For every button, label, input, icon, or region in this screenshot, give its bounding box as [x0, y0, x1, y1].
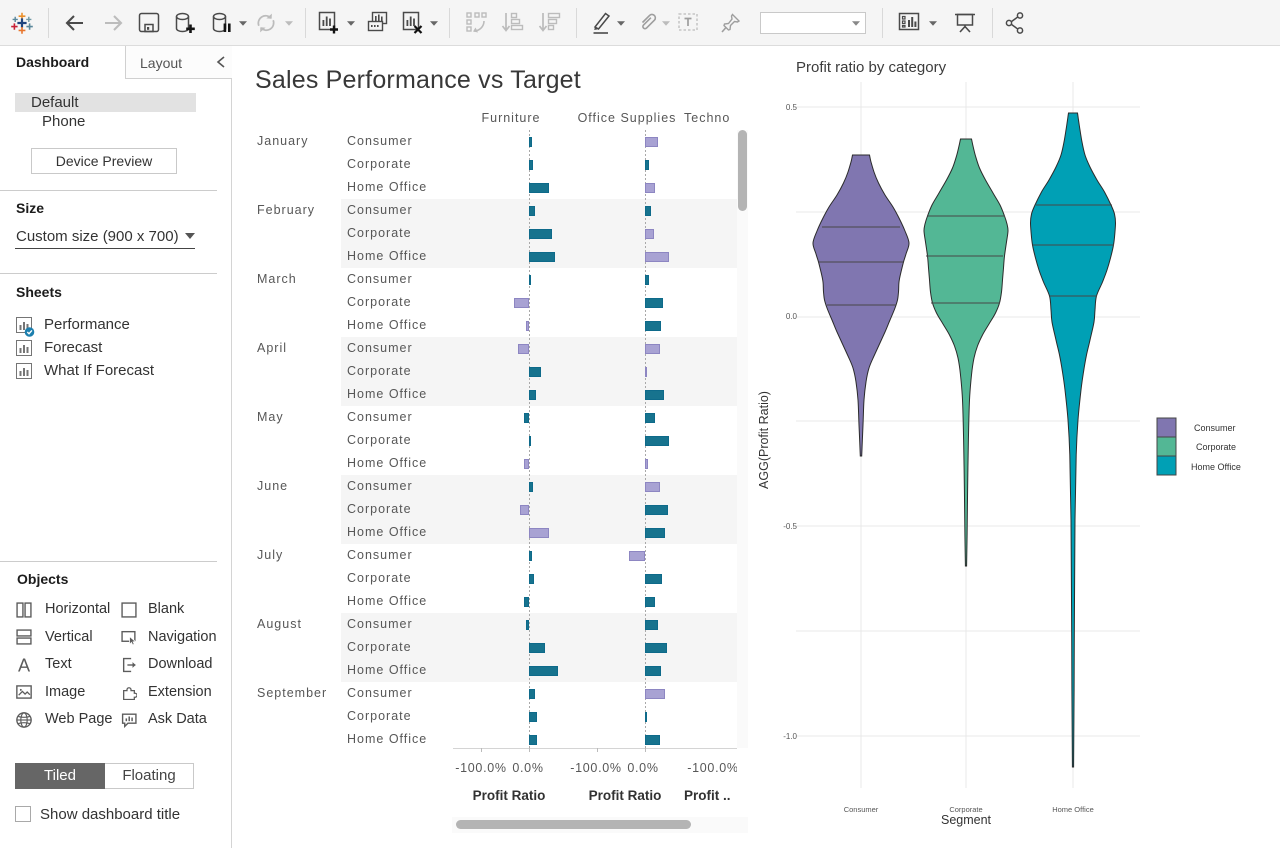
svg-text:-0.5: -0.5 — [783, 522, 797, 531]
svg-text:Home Office: Home Office — [1191, 462, 1241, 472]
svg-text:AGG(Profit Ratio): AGG(Profit Ratio) — [757, 391, 771, 489]
svg-text:-1.0: -1.0 — [783, 732, 797, 741]
svg-text:Profit ratio by category: Profit ratio by category — [796, 59, 947, 76]
svg-text:Corporate: Corporate — [1196, 442, 1236, 452]
svg-text:0.5: 0.5 — [786, 103, 798, 112]
svg-text:Home Office: Home Office — [1052, 805, 1094, 814]
svg-text:Corporate: Corporate — [949, 805, 982, 814]
svg-text:Consumer: Consumer — [1194, 423, 1236, 433]
svg-text:Consumer: Consumer — [844, 805, 879, 814]
svg-text:A: A — [18, 657, 31, 673]
svg-text:Segment: Segment — [941, 813, 992, 827]
svg-text:0.0: 0.0 — [786, 312, 798, 321]
